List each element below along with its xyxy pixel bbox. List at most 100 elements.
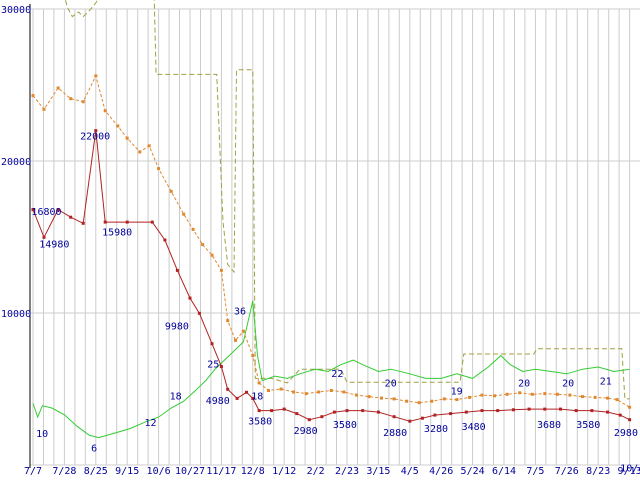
- y-tick-label: 10000: [1, 309, 31, 320]
- marker-lowest-price: [197, 311, 201, 315]
- marker-lowest-price: [496, 409, 500, 413]
- marker-average-price: [201, 243, 205, 247]
- marker-lowest-price: [559, 407, 562, 411]
- marker-lowest-price: [527, 407, 531, 411]
- marker-average-price: [380, 396, 383, 400]
- marker-average-price: [628, 405, 632, 409]
- marker-lowest-price: [188, 296, 192, 300]
- marker-lowest-price: [606, 410, 610, 414]
- marker-average-price: [292, 390, 296, 394]
- data-label: 20: [518, 379, 530, 390]
- marker-average-price: [367, 395, 371, 399]
- data-label: 3280: [424, 424, 448, 435]
- marker-average-price: [317, 390, 321, 394]
- x-tick-label: 10/6: [147, 466, 171, 477]
- data-label: 2980: [614, 428, 638, 439]
- marker-lowest-price: [511, 408, 515, 412]
- marker-average-price: [169, 189, 173, 193]
- marker-average-price: [530, 392, 534, 396]
- marker-average-price: [31, 94, 35, 98]
- series-store-count: [32, 300, 630, 439]
- data-label: 3580: [333, 420, 357, 431]
- data-label: 2980: [294, 426, 318, 437]
- x-tick-label: 8/23: [586, 466, 610, 477]
- data-label: 20: [562, 379, 574, 390]
- marker-lowest-price: [163, 238, 167, 242]
- marker-lowest-price: [392, 415, 396, 419]
- x-tick-label: 7/26: [555, 466, 579, 477]
- x-tick-label: 8/25: [84, 466, 108, 477]
- marker-average-price: [279, 387, 283, 391]
- marker-lowest-price: [574, 409, 578, 413]
- y-tick-label: 20000: [1, 157, 31, 168]
- marker-lowest-price: [219, 365, 223, 368]
- x-tick-label: 7/28: [52, 466, 76, 477]
- marker-average-price: [210, 253, 214, 257]
- x-tick-label: 4/5: [401, 466, 419, 477]
- marker-lowest-price: [320, 415, 324, 419]
- x-tick-label: 2/2: [307, 466, 325, 477]
- marker-average-price: [417, 401, 421, 405]
- marker-average-price: [251, 354, 255, 358]
- data-label: 36: [234, 307, 246, 318]
- x-tick-label: 3/15: [366, 466, 390, 477]
- marker-lowest-price: [257, 409, 261, 413]
- marker-lowest-price: [628, 418, 632, 422]
- marker-average-price: [468, 395, 471, 399]
- marker-average-price: [56, 86, 60, 90]
- data-label: 20: [385, 379, 397, 390]
- data-label: 15980: [102, 227, 132, 238]
- marker-average-price: [219, 268, 223, 272]
- marker-average-price: [392, 397, 396, 401]
- marker-lowest-price: [175, 268, 179, 272]
- marker-average-price: [405, 399, 409, 403]
- marker-average-price: [191, 227, 195, 231]
- marker-average-price: [304, 392, 308, 396]
- data-label: 3680: [537, 420, 561, 431]
- marker-lowest-price: [433, 413, 437, 417]
- x-tick-label: 6/14: [492, 466, 516, 477]
- marker-lowest-price: [590, 409, 594, 413]
- marker-lowest-price: [332, 410, 336, 414]
- x-tick-label: 9/13: [618, 466, 640, 477]
- marker-average-price: [568, 393, 572, 397]
- x-tick-label: 12/8: [241, 466, 265, 477]
- series-highest-price: [64, 0, 630, 400]
- data-label: 3580: [248, 417, 272, 428]
- marker-average-price: [480, 393, 484, 397]
- data-label: 14980: [39, 240, 69, 251]
- data-label: 22: [331, 369, 343, 380]
- y-tick-label: 30000: [1, 5, 31, 16]
- x-tick-label: 1/12: [272, 466, 296, 477]
- marker-lowest-price: [464, 410, 468, 414]
- marker-average-price: [69, 97, 73, 101]
- marker-average-price: [430, 399, 434, 403]
- marker-average-price: [354, 393, 358, 397]
- marker-lowest-price: [210, 342, 214, 346]
- data-label: 25: [207, 360, 219, 371]
- marker-lowest-price: [270, 409, 274, 413]
- marker-lowest-price: [235, 396, 239, 400]
- marker-lowest-price: [543, 407, 547, 411]
- x-tick-label: 7/7: [24, 466, 42, 477]
- marker-lowest-price: [31, 208, 35, 212]
- x-tick-label: 2/23: [335, 466, 359, 477]
- data-label: 3480: [462, 422, 486, 433]
- marker-average-price: [234, 338, 237, 342]
- marker-lowest-price: [345, 409, 349, 413]
- data-label: 18: [251, 392, 263, 403]
- marker-average-price: [543, 392, 547, 396]
- marker-average-price: [615, 398, 619, 402]
- marker-average-price: [267, 389, 270, 392]
- data-label: 21: [600, 376, 612, 387]
- marker-lowest-price: [361, 409, 365, 413]
- marker-average-price: [241, 329, 245, 333]
- marker-average-price: [581, 395, 584, 399]
- marker-average-price: [182, 212, 186, 216]
- data-label: 18: [170, 392, 182, 403]
- marker-lowest-price: [125, 220, 129, 224]
- marker-lowest-price: [94, 129, 98, 133]
- data-label: 3580: [576, 420, 600, 431]
- marker-lowest-price: [618, 413, 622, 417]
